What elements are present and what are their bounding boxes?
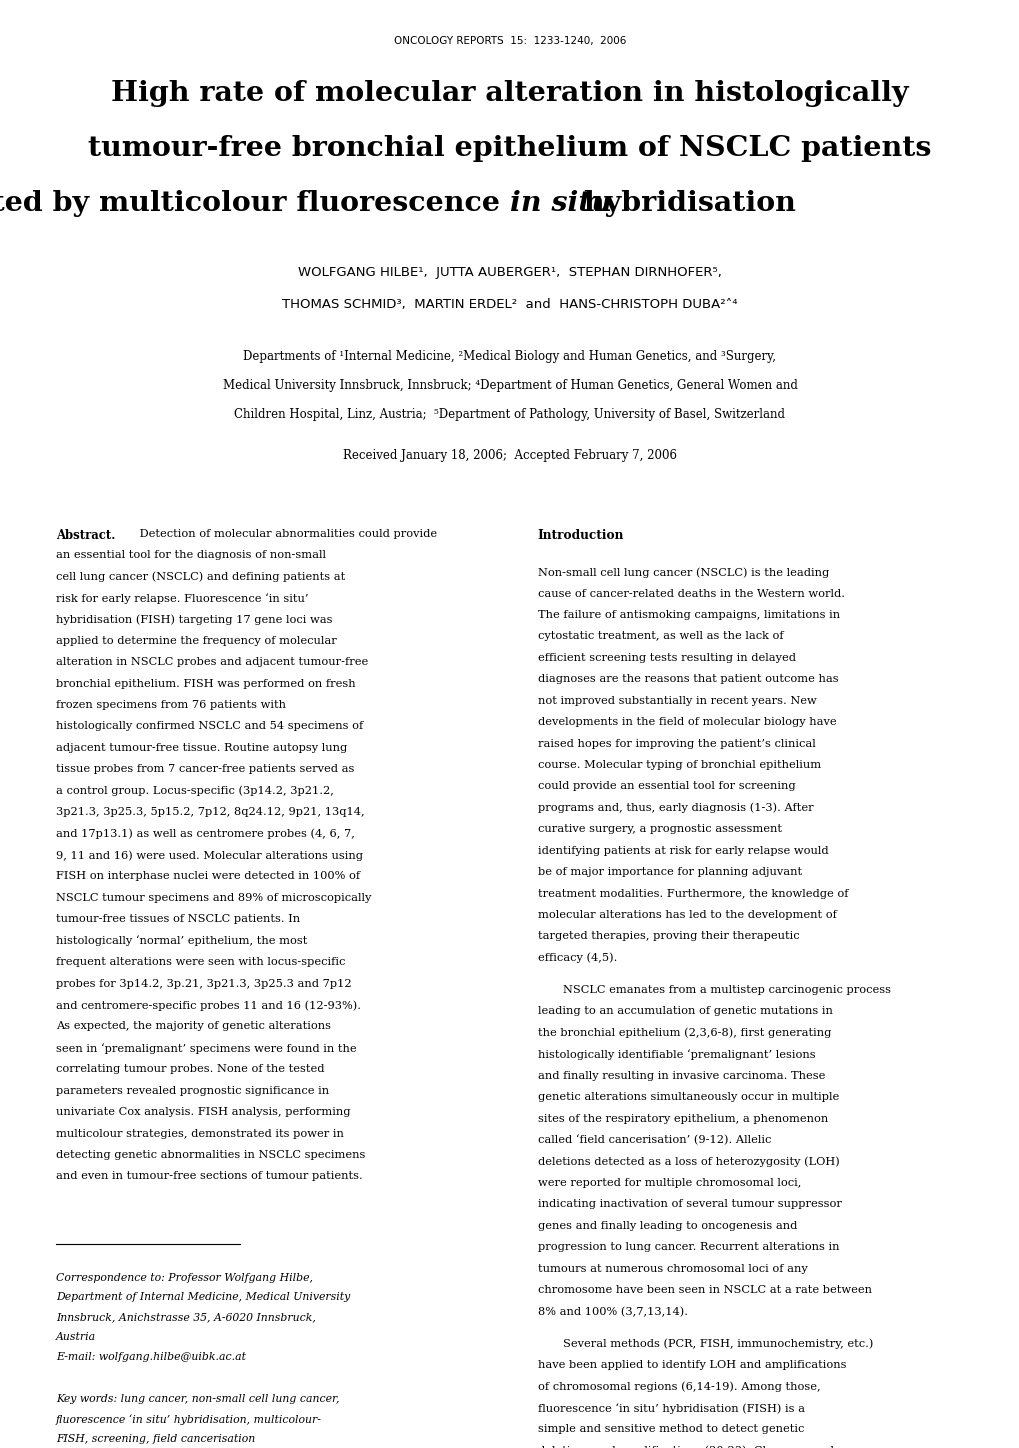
Text: in situ: in situ <box>510 190 611 217</box>
Text: indicating inactivation of several tumour suppressor: indicating inactivation of several tumou… <box>537 1199 841 1209</box>
Text: be of major importance for planning adjuvant: be of major importance for planning adju… <box>537 867 801 877</box>
Text: applied to determine the frequency of molecular: applied to determine the frequency of mo… <box>56 636 336 646</box>
Text: hybridisation: hybridisation <box>574 190 796 217</box>
Text: Abstract.: Abstract. <box>56 529 115 542</box>
Text: univariate Cox analysis. FISH analysis, performing: univariate Cox analysis. FISH analysis, … <box>56 1108 351 1118</box>
Text: raised hopes for improving the patient’s clinical: raised hopes for improving the patient’s… <box>537 738 814 749</box>
Text: Departments of ¹Internal Medicine, ²Medical Biology and Human Genetics, and ³Sur: Departments of ¹Internal Medicine, ²Medi… <box>244 350 775 363</box>
Text: correlating tumour probes. None of the tested: correlating tumour probes. None of the t… <box>56 1064 324 1074</box>
Text: of chromosomal regions (6,14-19). Among those,: of chromosomal regions (6,14-19). Among … <box>537 1381 819 1392</box>
Text: cause of cancer-related deaths in the Western world.: cause of cancer-related deaths in the We… <box>537 588 844 598</box>
Text: and finally resulting in invasive carcinoma. These: and finally resulting in invasive carcin… <box>537 1070 824 1080</box>
Text: Department of Internal Medicine, Medical University: Department of Internal Medicine, Medical… <box>56 1293 350 1303</box>
Text: genes and finally leading to oncogenesis and: genes and finally leading to oncogenesis… <box>537 1221 796 1231</box>
Text: tumours at numerous chromosomal loci of any: tumours at numerous chromosomal loci of … <box>537 1264 806 1274</box>
Text: an essential tool for the diagnosis of non-small: an essential tool for the diagnosis of n… <box>56 550 326 560</box>
Text: parameters revealed prognostic significance in: parameters revealed prognostic significa… <box>56 1086 329 1096</box>
Text: efficacy (4,5).: efficacy (4,5). <box>537 953 616 963</box>
Text: detected by multicolour fluorescence: detected by multicolour fluorescence <box>0 190 510 217</box>
Text: FISH on interphase nuclei were detected in 100% of: FISH on interphase nuclei were detected … <box>56 872 360 882</box>
Text: identifying patients at risk for early relapse would: identifying patients at risk for early r… <box>537 846 827 856</box>
Text: As expected, the majority of genetic alterations: As expected, the majority of genetic alt… <box>56 1021 331 1031</box>
Text: hybridisation (FISH) targeting 17 gene loci was: hybridisation (FISH) targeting 17 gene l… <box>56 614 332 624</box>
Text: progression to lung cancer. Recurrent alterations in: progression to lung cancer. Recurrent al… <box>537 1242 839 1253</box>
Text: seen in ‘premalignant’ specimens were found in the: seen in ‘premalignant’ specimens were fo… <box>56 1043 357 1054</box>
Text: Detection of molecular abnormalities could provide: Detection of molecular abnormalities cou… <box>136 529 436 539</box>
Text: probes for 3p14.2, 3p.21, 3p21.3, 3p25.3 and 7p12: probes for 3p14.2, 3p.21, 3p21.3, 3p25.3… <box>56 979 352 989</box>
Text: and even in tumour-free sections of tumour patients.: and even in tumour-free sections of tumo… <box>56 1171 363 1182</box>
Text: Austria: Austria <box>56 1332 96 1342</box>
Text: FISH, screening, field cancerisation: FISH, screening, field cancerisation <box>56 1434 255 1444</box>
Text: Medical University Innsbruck, Innsbruck; ⁴Department of Human Genetics, General : Medical University Innsbruck, Innsbruck;… <box>222 379 797 392</box>
Text: detecting genetic abnormalities in NSCLC specimens: detecting genetic abnormalities in NSCLC… <box>56 1150 365 1160</box>
Text: treatment modalities. Furthermore, the knowledge of: treatment modalities. Furthermore, the k… <box>537 889 847 899</box>
Text: E-mail: wolfgang.hilbe@uibk.ac.at: E-mail: wolfgang.hilbe@uibk.ac.at <box>56 1352 246 1363</box>
Text: deletions and amplifications (20-23). Chromosomal: deletions and amplifications (20-23). Ch… <box>537 1445 833 1448</box>
Text: 9, 11 and 16) were used. Molecular alterations using: 9, 11 and 16) were used. Molecular alter… <box>56 850 363 860</box>
Text: genetic alterations simultaneously occur in multiple: genetic alterations simultaneously occur… <box>537 1092 838 1102</box>
Text: histologically ‘normal’ epithelium, the most: histologically ‘normal’ epithelium, the … <box>56 935 307 947</box>
Text: frequent alterations were seen with locus-specific: frequent alterations were seen with locu… <box>56 957 345 967</box>
Text: simple and sensitive method to detect genetic: simple and sensitive method to detect ge… <box>537 1425 803 1435</box>
Text: fluorescence ‘in situ’ hybridisation (FISH) is a: fluorescence ‘in situ’ hybridisation (FI… <box>537 1403 804 1413</box>
Text: The failure of antismoking campaigns, limitations in: The failure of antismoking campaigns, li… <box>537 610 839 620</box>
Text: cell lung cancer (NSCLC) and defining patients at: cell lung cancer (NSCLC) and defining pa… <box>56 572 345 582</box>
Text: risk for early relapse. Fluorescence ‘in situ’: risk for early relapse. Fluorescence ‘in… <box>56 592 309 604</box>
Text: Correspondence to: Professor Wolfgang Hilbe,: Correspondence to: Professor Wolfgang Hi… <box>56 1273 313 1283</box>
Text: Non-small cell lung cancer (NSCLC) is the leading: Non-small cell lung cancer (NSCLC) is th… <box>537 568 828 578</box>
Text: leading to an accumulation of genetic mutations in: leading to an accumulation of genetic mu… <box>537 1006 832 1016</box>
Text: were reported for multiple chromosomal loci,: were reported for multiple chromosomal l… <box>537 1177 800 1187</box>
Text: 8% and 100% (3,7,13,14).: 8% and 100% (3,7,13,14). <box>537 1306 687 1316</box>
Text: Key words: lung cancer, non-small cell lung cancer,: Key words: lung cancer, non-small cell l… <box>56 1394 339 1405</box>
Text: bronchial epithelium. FISH was performed on fresh: bronchial epithelium. FISH was performed… <box>56 679 356 689</box>
Text: 3p21.3, 3p25.3, 5p15.2, 7p12, 8q24.12, 9p21, 13q14,: 3p21.3, 3p25.3, 5p15.2, 7p12, 8q24.12, 9… <box>56 807 365 817</box>
Text: and centromere-specific probes 11 and 16 (12-93%).: and centromere-specific probes 11 and 16… <box>56 1001 361 1011</box>
Text: not improved substantially in recent years. New: not improved substantially in recent yea… <box>537 695 815 705</box>
Text: developments in the field of molecular biology have: developments in the field of molecular b… <box>537 717 836 727</box>
Text: chromosome have been seen in NSCLC at a rate between: chromosome have been seen in NSCLC at a … <box>537 1284 870 1295</box>
Text: WOLFGANG HILBE¹,  JUTTA AUBERGER¹,  STEPHAN DIRNHOFER⁵,: WOLFGANG HILBE¹, JUTTA AUBERGER¹, STEPHA… <box>298 266 721 279</box>
Text: tissue probes from 7 cancer-free patients served as: tissue probes from 7 cancer-free patient… <box>56 765 355 775</box>
Text: have been applied to identify LOH and amplifications: have been applied to identify LOH and am… <box>537 1360 845 1370</box>
Text: could provide an essential tool for screening: could provide an essential tool for scre… <box>537 782 795 792</box>
Text: molecular alterations has led to the development of: molecular alterations has led to the dev… <box>537 909 836 919</box>
Text: Children Hospital, Linz, Austria;  ⁵Department of Pathology, University of Basel: Children Hospital, Linz, Austria; ⁵Depar… <box>234 408 785 421</box>
Text: Received January 18, 2006;  Accepted February 7, 2006: Received January 18, 2006; Accepted Febr… <box>342 449 677 462</box>
Text: course. Molecular typing of bronchial epithelium: course. Molecular typing of bronchial ep… <box>537 760 820 770</box>
Text: alteration in NSCLC probes and adjacent tumour-free: alteration in NSCLC probes and adjacent … <box>56 657 368 668</box>
Text: multicolour strategies, demonstrated its power in: multicolour strategies, demonstrated its… <box>56 1128 343 1138</box>
Text: sites of the respiratory epithelium, a phenomenon: sites of the respiratory epithelium, a p… <box>537 1114 827 1124</box>
Text: histologically confirmed NSCLC and 54 specimens of: histologically confirmed NSCLC and 54 sp… <box>56 721 363 731</box>
Text: deletions detected as a loss of heterozygosity (LOH): deletions detected as a loss of heterozy… <box>537 1157 839 1167</box>
Text: the bronchial epithelium (2,3,6-8), first generating: the bronchial epithelium (2,3,6-8), firs… <box>537 1028 830 1038</box>
Text: High rate of molecular alteration in histologically: High rate of molecular alteration in his… <box>111 80 908 107</box>
Text: histologically identifiable ‘premalignant’ lesions: histologically identifiable ‘premalignan… <box>537 1050 814 1060</box>
Text: tumour-free bronchial epithelium of NSCLC patients: tumour-free bronchial epithelium of NSCL… <box>89 135 930 162</box>
Text: curative surgery, a prognostic assessment: curative surgery, a prognostic assessmen… <box>537 824 781 834</box>
Text: Innsbruck, Anichstrasse 35, A-6020 Innsbruck,: Innsbruck, Anichstrasse 35, A-6020 Innsb… <box>56 1312 316 1322</box>
Text: efficient screening tests resulting in delayed: efficient screening tests resulting in d… <box>537 653 795 663</box>
Text: a control group. Locus-specific (3p14.2, 3p21.2,: a control group. Locus-specific (3p14.2,… <box>56 786 333 796</box>
Text: targeted therapies, proving their therapeutic: targeted therapies, proving their therap… <box>537 931 798 941</box>
Text: Several methods (PCR, FISH, immunochemistry, etc.): Several methods (PCR, FISH, immunochemis… <box>562 1338 872 1350</box>
Text: cytostatic treatment, as well as the lack of: cytostatic treatment, as well as the lac… <box>537 631 783 641</box>
Text: called ‘field cancerisation’ (9-12). Allelic: called ‘field cancerisation’ (9-12). All… <box>537 1135 770 1145</box>
Text: frozen specimens from 76 patients with: frozen specimens from 76 patients with <box>56 699 285 710</box>
Text: Introduction: Introduction <box>537 529 624 542</box>
Text: diagnoses are the reasons that patient outcome has: diagnoses are the reasons that patient o… <box>537 675 838 685</box>
Text: NSCLC tumour specimens and 89% of microscopically: NSCLC tumour specimens and 89% of micros… <box>56 893 371 904</box>
Text: ONCOLOGY REPORTS  15:  1233-1240,  2006: ONCOLOGY REPORTS 15: 1233-1240, 2006 <box>393 36 626 46</box>
Text: NSCLC emanates from a multistep carcinogenic process: NSCLC emanates from a multistep carcinog… <box>562 985 891 995</box>
Text: programs and, thus, early diagnosis (1-3). After: programs and, thus, early diagnosis (1-3… <box>537 802 812 814</box>
Text: fluorescence ‘in situ’ hybridisation, multicolour-: fluorescence ‘in situ’ hybridisation, mu… <box>56 1415 322 1425</box>
Text: adjacent tumour-free tissue. Routine autopsy lung: adjacent tumour-free tissue. Routine aut… <box>56 743 347 753</box>
Text: tumour-free tissues of NSCLC patients. In: tumour-free tissues of NSCLC patients. I… <box>56 914 300 924</box>
Text: THOMAS SCHMID³,  MARTIN ERDEL²  and  HANS-CHRISTOPH DUBA²˄⁴: THOMAS SCHMID³, MARTIN ERDEL² and HANS-C… <box>282 298 737 311</box>
Text: and 17p13.1) as well as centromere probes (4, 6, 7,: and 17p13.1) as well as centromere probe… <box>56 828 355 838</box>
